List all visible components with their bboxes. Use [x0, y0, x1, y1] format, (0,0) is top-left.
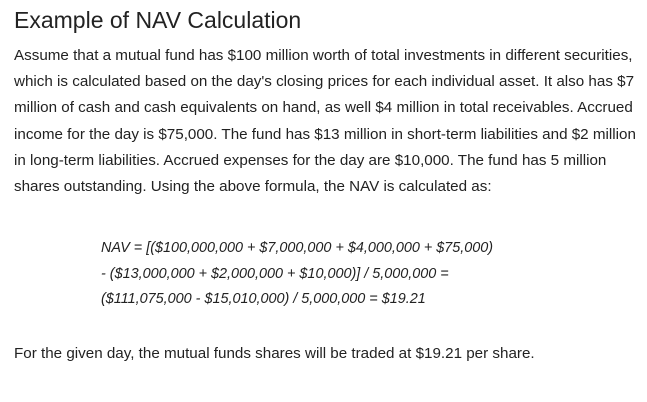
conclusion-paragraph: For the given day, the mutual funds shar… [14, 344, 535, 362]
intro-paragraph: Assume that a mutual fund has $100 milli… [14, 47, 636, 196]
nav-formula: NAV = [($100,000,000 + $7,000,000 + $4,0… [101, 236, 639, 313]
formula-line-2: - ($13,000,000 + $2,000,000 + $10,000)] … [101, 265, 449, 282]
formula-line-1: NAV = [($100,000,000 + $7,000,000 + $4,0… [101, 240, 494, 257]
formula-line-3: ($111,075,000 - $15,010,000) / 5,000,000… [101, 291, 426, 308]
article-body: Example of NAV Calculation Assume that a… [14, 0, 639, 367]
section-heading: Example of NAV Calculation [14, 7, 302, 33]
